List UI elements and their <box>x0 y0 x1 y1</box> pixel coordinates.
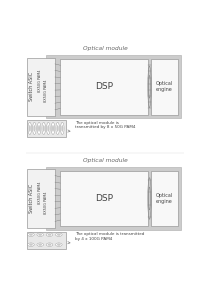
Ellipse shape <box>29 244 32 245</box>
Ellipse shape <box>33 122 36 134</box>
Ellipse shape <box>61 122 64 134</box>
Ellipse shape <box>55 233 62 236</box>
Bar <box>151 171 178 226</box>
Text: transmitted by 8 x 50G PAM4: transmitted by 8 x 50G PAM4 <box>75 125 135 129</box>
Text: by 4 x 100G PAM4: by 4 x 100G PAM4 <box>75 237 112 241</box>
Ellipse shape <box>28 122 31 134</box>
Ellipse shape <box>48 125 49 131</box>
Ellipse shape <box>39 234 42 236</box>
Bar <box>27 58 55 116</box>
Ellipse shape <box>34 125 35 131</box>
Ellipse shape <box>55 243 62 246</box>
Ellipse shape <box>57 234 60 236</box>
Ellipse shape <box>42 122 45 134</box>
Ellipse shape <box>46 243 53 246</box>
Ellipse shape <box>29 125 31 131</box>
Text: Switch ASIC: Switch ASIC <box>29 184 34 213</box>
Ellipse shape <box>29 234 32 236</box>
Bar <box>47 55 181 118</box>
Ellipse shape <box>28 233 34 236</box>
Ellipse shape <box>37 243 43 246</box>
Ellipse shape <box>39 244 42 245</box>
Ellipse shape <box>62 125 63 131</box>
Text: The optical module is transmitted: The optical module is transmitted <box>75 232 144 236</box>
Ellipse shape <box>28 243 34 246</box>
Text: Optical
engine: Optical engine <box>156 193 173 204</box>
Text: Optical module: Optical module <box>83 158 128 163</box>
Ellipse shape <box>48 244 51 245</box>
Ellipse shape <box>43 125 44 131</box>
Ellipse shape <box>52 125 54 131</box>
Text: 8X50G PAM4: 8X50G PAM4 <box>44 80 48 102</box>
Bar <box>151 59 178 115</box>
Bar <box>27 232 66 248</box>
Ellipse shape <box>38 125 40 131</box>
Bar <box>60 59 148 115</box>
Bar <box>60 171 148 226</box>
Text: 8X50G PAM4: 8X50G PAM4 <box>38 69 42 92</box>
Bar <box>27 169 55 228</box>
Text: Optical
engine: Optical engine <box>156 81 173 92</box>
Ellipse shape <box>57 244 60 245</box>
Ellipse shape <box>56 122 59 134</box>
Ellipse shape <box>47 122 50 134</box>
Ellipse shape <box>46 233 53 236</box>
Text: Optical module: Optical module <box>83 46 128 51</box>
Ellipse shape <box>51 122 55 134</box>
Text: Switch ASIC: Switch ASIC <box>29 72 34 101</box>
Text: The optical module is: The optical module is <box>75 121 119 124</box>
Text: DSP: DSP <box>95 194 113 203</box>
Ellipse shape <box>57 125 58 131</box>
Text: DSP: DSP <box>95 82 113 91</box>
Ellipse shape <box>48 234 51 236</box>
Text: 8X50G PAM4: 8X50G PAM4 <box>38 181 42 204</box>
Bar <box>27 120 66 137</box>
Ellipse shape <box>37 233 43 236</box>
Bar <box>47 167 181 230</box>
Ellipse shape <box>37 122 41 134</box>
Text: 8X50G PAM4: 8X50G PAM4 <box>44 191 48 214</box>
